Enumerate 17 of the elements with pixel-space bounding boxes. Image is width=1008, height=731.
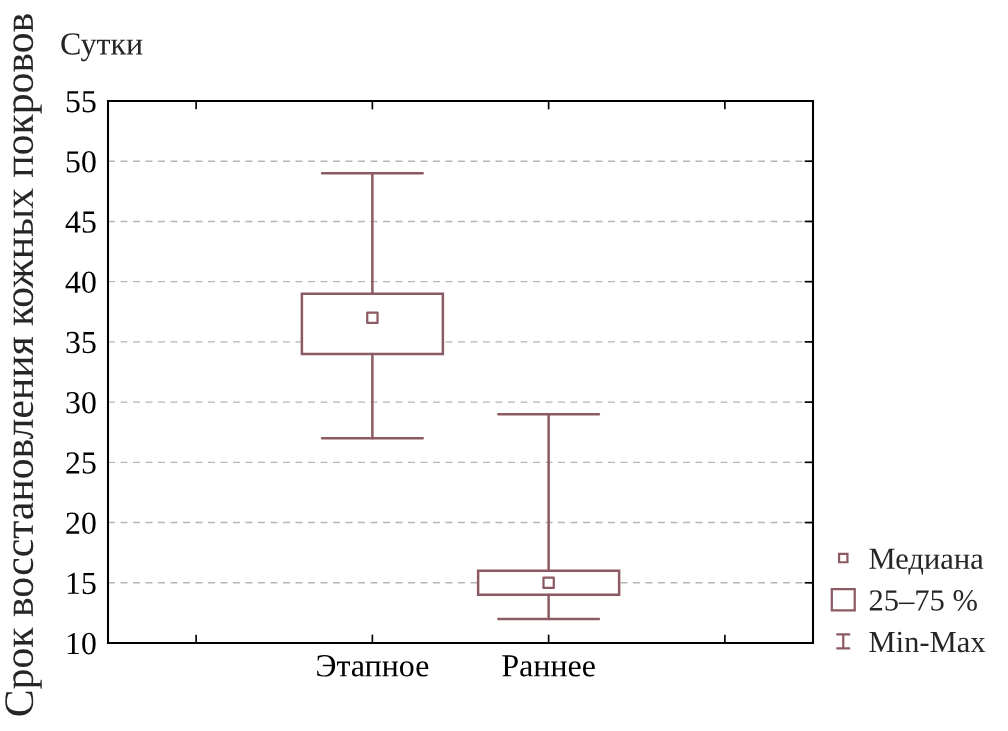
y-tick-label: 55 bbox=[66, 91, 96, 113]
y-tick-label: 35 bbox=[66, 331, 96, 354]
x-tick-label: Этапное bbox=[317, 655, 429, 677]
y-tick-label: 50 bbox=[66, 151, 96, 173]
text: Медиана bbox=[869, 548, 984, 575]
y-tick-label: 30 bbox=[66, 391, 96, 414]
y-tick-label: 10 bbox=[67, 632, 96, 655]
text: Сутки bbox=[61, 33, 143, 62]
y-tick-label: 20 bbox=[66, 512, 96, 534]
y-tick-label: 40 bbox=[65, 271, 96, 294]
y-axis-title: Срок восстановления кожных покровов bbox=[5, 14, 42, 716]
text: 25–75 % bbox=[869, 590, 977, 611]
text: Min-Max bbox=[869, 631, 986, 653]
x-tick-label: Раннее bbox=[502, 655, 595, 677]
y-tick-label: 45 bbox=[65, 211, 96, 233]
y-tick-label: 15 bbox=[67, 572, 96, 595]
y-tick-label: 25 bbox=[66, 452, 96, 474]
